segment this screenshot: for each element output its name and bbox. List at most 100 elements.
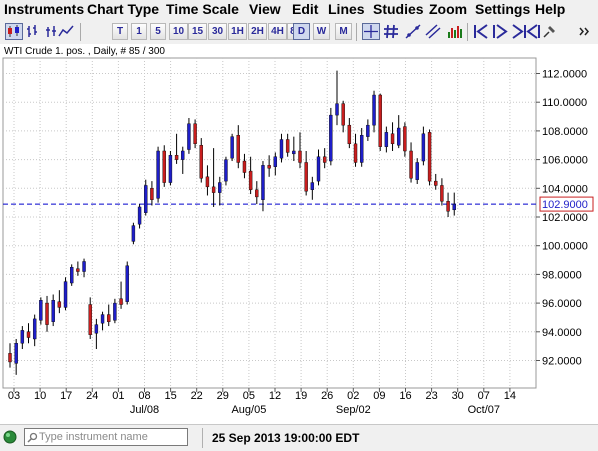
candle-up [329, 114, 333, 162]
candle-down [440, 185, 444, 202]
scroll-to-end-icon[interactable] [525, 23, 543, 40]
candle-down [26, 331, 31, 338]
candle-up [20, 330, 25, 344]
instrument-search-input[interactable] [39, 429, 185, 445]
plot-frame [2, 57, 537, 389]
time-tick-label: 17 [60, 390, 72, 402]
candle-up [335, 103, 339, 116]
timeframe-10-button[interactable]: 10 [169, 23, 188, 40]
grid [3, 58, 536, 388]
candle-up [273, 156, 278, 167]
menu-zoom[interactable]: Zoom [429, 1, 468, 17]
time-tick-label: 15 [164, 390, 176, 402]
month-label: Aug/05 [231, 404, 266, 416]
menu-edit[interactable]: Edit [292, 1, 319, 17]
candle-down [322, 156, 327, 163]
price-tick-label: 92.0000 [542, 356, 582, 368]
candle-down [205, 176, 210, 188]
menu-lines[interactable]: Lines [328, 1, 365, 17]
timeframe-2h-button[interactable]: 2H [248, 23, 267, 40]
candlestick-chart[interactable]: 92.0000 94.0000 96.0000 98.0000 100.0000 102.… [0, 44, 598, 424]
time-tick-label: 02 [347, 390, 359, 402]
candle-down [248, 170, 253, 190]
timeframe-5-button[interactable]: 5 [150, 23, 166, 40]
scroll-left-icon[interactable] [491, 23, 509, 40]
timeframe-4h-button[interactable]: 4H [268, 23, 287, 40]
candle-up [137, 206, 142, 225]
month-label: Sep/02 [336, 404, 371, 416]
timeframe-15-button[interactable]: 15 [188, 23, 207, 40]
price-tick-label: 98.0000 [542, 269, 582, 281]
candle-down [236, 135, 240, 163]
grid-icon[interactable] [382, 23, 400, 40]
menu-help[interactable]: Help [535, 1, 566, 17]
candlestick-chart-icon[interactable] [5, 23, 23, 40]
connection-status-icon [3, 430, 17, 444]
instrument-search-box[interactable] [24, 428, 188, 446]
bar-chart-alt-icon[interactable] [44, 23, 62, 40]
timeframe-tick-button[interactable]: T [112, 23, 128, 40]
candle-up [218, 182, 222, 193]
time-tick-label: 03 [8, 390, 20, 402]
price-tick-label: 102.0000 [542, 212, 588, 224]
candle-down [57, 301, 62, 308]
current-price-marker [539, 196, 594, 212]
candle-up [230, 136, 234, 159]
volume-bars-icon[interactable] [446, 23, 464, 40]
candle-up [310, 182, 315, 190]
timeframe-m-button[interactable]: M [335, 23, 352, 40]
search-icon [27, 432, 38, 443]
price-tick-label: 104.0000 [542, 183, 588, 195]
scroll-right-icon[interactable] [510, 23, 528, 40]
candle-down [403, 126, 407, 152]
toolbar-overflow-icon[interactable] [577, 23, 591, 40]
candle-up [113, 302, 117, 321]
candle-up [100, 314, 105, 324]
trendline-tool-icon[interactable] [404, 23, 422, 40]
candle-up [366, 124, 370, 137]
month-label: Jul/08 [130, 404, 159, 416]
candles [8, 70, 456, 375]
candle-up [181, 150, 185, 160]
menu-time-scale[interactable]: Time Scale [166, 1, 239, 17]
candle-up [452, 203, 456, 211]
candle-up [316, 156, 321, 182]
candle-up [51, 300, 55, 322]
scroll-to-start-icon[interactable] [472, 23, 490, 40]
time-tick-label: 30 [452, 390, 464, 402]
candle-down [211, 186, 216, 193]
chart-header: WTI Crude 1. pos. , Daily, # 85 / 300 [4, 46, 165, 57]
candle-up [187, 123, 191, 150]
timeframe-1h-button[interactable]: 1H [228, 23, 247, 40]
candle-down [353, 143, 358, 163]
timeframe-1-button[interactable]: 1 [131, 23, 147, 40]
candle-up [261, 165, 265, 200]
parallel-lines-tool-icon[interactable] [424, 23, 442, 40]
menu-instruments[interactable]: Instruments [4, 1, 85, 17]
candle-up [125, 265, 129, 302]
status-bar: 25 Sep 2013 19:00:00 EDT [0, 424, 598, 451]
candle-down [193, 123, 197, 145]
menu-studies[interactable]: Studies [373, 1, 424, 17]
chart-area[interactable]: 92.0000 94.0000 96.0000 98.0000 100.0000 102.… [0, 44, 598, 424]
candle-down [242, 160, 247, 173]
menu-bar: Instruments Chart Type Time Scale View E… [0, 0, 598, 20]
timeframe-d-button[interactable]: D [293, 23, 310, 40]
candle-up [69, 267, 74, 284]
menu-settings[interactable]: Settings [475, 1, 531, 17]
price-tick-label: 94.0000 [542, 327, 582, 339]
candle-down [162, 150, 166, 183]
line-chart-icon[interactable] [57, 23, 75, 40]
bar-chart-icon[interactable] [25, 23, 43, 40]
toolbar-separator [356, 23, 357, 41]
timeframe-w-button[interactable]: W [313, 23, 330, 40]
time-tick-label: 23 [425, 390, 437, 402]
crosshair-icon[interactable] [362, 23, 380, 40]
candle-down [76, 268, 80, 272]
price-tick-label: 100.0000 [542, 241, 588, 253]
pin-icon[interactable] [540, 23, 558, 40]
menu-view[interactable]: View [249, 1, 281, 17]
candle-down [390, 133, 395, 145]
timeframe-30-button[interactable]: 30 [208, 23, 227, 40]
menu-chart-type[interactable]: Chart Type [87, 1, 160, 17]
